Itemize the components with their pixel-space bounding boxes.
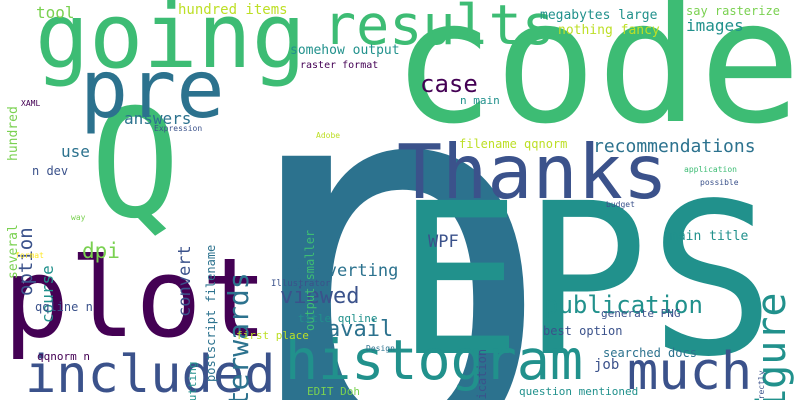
word-postscript-filename: postscript filename [204,244,218,382]
word-converting: converting [296,261,399,281]
word-code: code [392,0,800,162]
word-images: images [686,16,744,35]
word-qqline-n: qqline n [35,300,93,314]
word-n-main: n main [460,94,500,107]
word-n-dev: n dev [32,164,69,178]
word-hundred-items: hundred items [178,2,288,18]
word-filename-qqnorm: filename qqnorm [459,137,568,151]
word-way: way [71,213,86,222]
word-qqnorm-n: qqnorm n [37,350,90,363]
word-format: format [15,251,44,260]
word-histogram: histogram [285,328,584,392]
word-answers: answers [124,109,192,128]
word-dpi: dpi [82,239,120,263]
word-going: going [35,0,306,89]
word-recommendations: recommendations [593,136,756,157]
word-title-qqline: title qqline [298,312,378,325]
word-megabytes-large: megabytes large [540,8,658,23]
word-budget: budget [606,200,635,209]
word-use: use [61,142,90,161]
word-plot: plot [3,234,268,362]
word-case: case [420,70,478,98]
word-hundred: hundred [6,106,21,161]
word-results: results [323,0,555,57]
word-q: Q [90,78,181,252]
word-raster-format: raster format [300,60,379,71]
word-avail: avail [327,317,394,342]
word-course: course [38,265,57,323]
word-adobe: Adobe [316,131,341,140]
word-first-place: first place [236,329,309,342]
word-pre: pre [80,43,225,136]
word-somehow-output: somehow output [290,43,400,58]
word-job: job [594,357,620,373]
word-100x-magnification: 100x magnification [475,349,489,400]
word-p: p [232,0,558,400]
word-mentioned-outputting: mentioned outputting [186,362,199,400]
word-publication: publication [544,291,703,319]
word-illustrator: Illustrator [271,279,331,289]
word-say-rasterize: say rasterize [686,4,780,18]
word-question-mentioned: question mentioned [519,385,639,398]
word-tool: tool [36,3,75,22]
word-much: much [627,342,753,400]
word-convert: convert [175,245,195,317]
word-included: included [25,345,276,400]
word-xaml: XAML [21,99,41,108]
word-directly: directly [757,370,766,400]
word-possible: possible [700,178,739,187]
word-main-title: main title [670,229,749,244]
word-eps: EPS [396,158,776,400]
word-edit-doh: EDIT Doh [307,385,360,398]
word-wpf: WPF [428,232,459,252]
word-expression: Expression [154,124,203,133]
word-viewed: viewed [280,284,360,309]
word-nothing-fancy: nothing fancy [558,23,660,38]
word-design: Design [366,344,395,353]
word-searched-docs: searched docs [603,346,697,360]
word-best-option: best option [543,324,623,338]
word-thanks: Thanks [397,128,668,216]
word-generate-png: generate PNG [601,307,681,320]
word-application: application [684,165,737,174]
